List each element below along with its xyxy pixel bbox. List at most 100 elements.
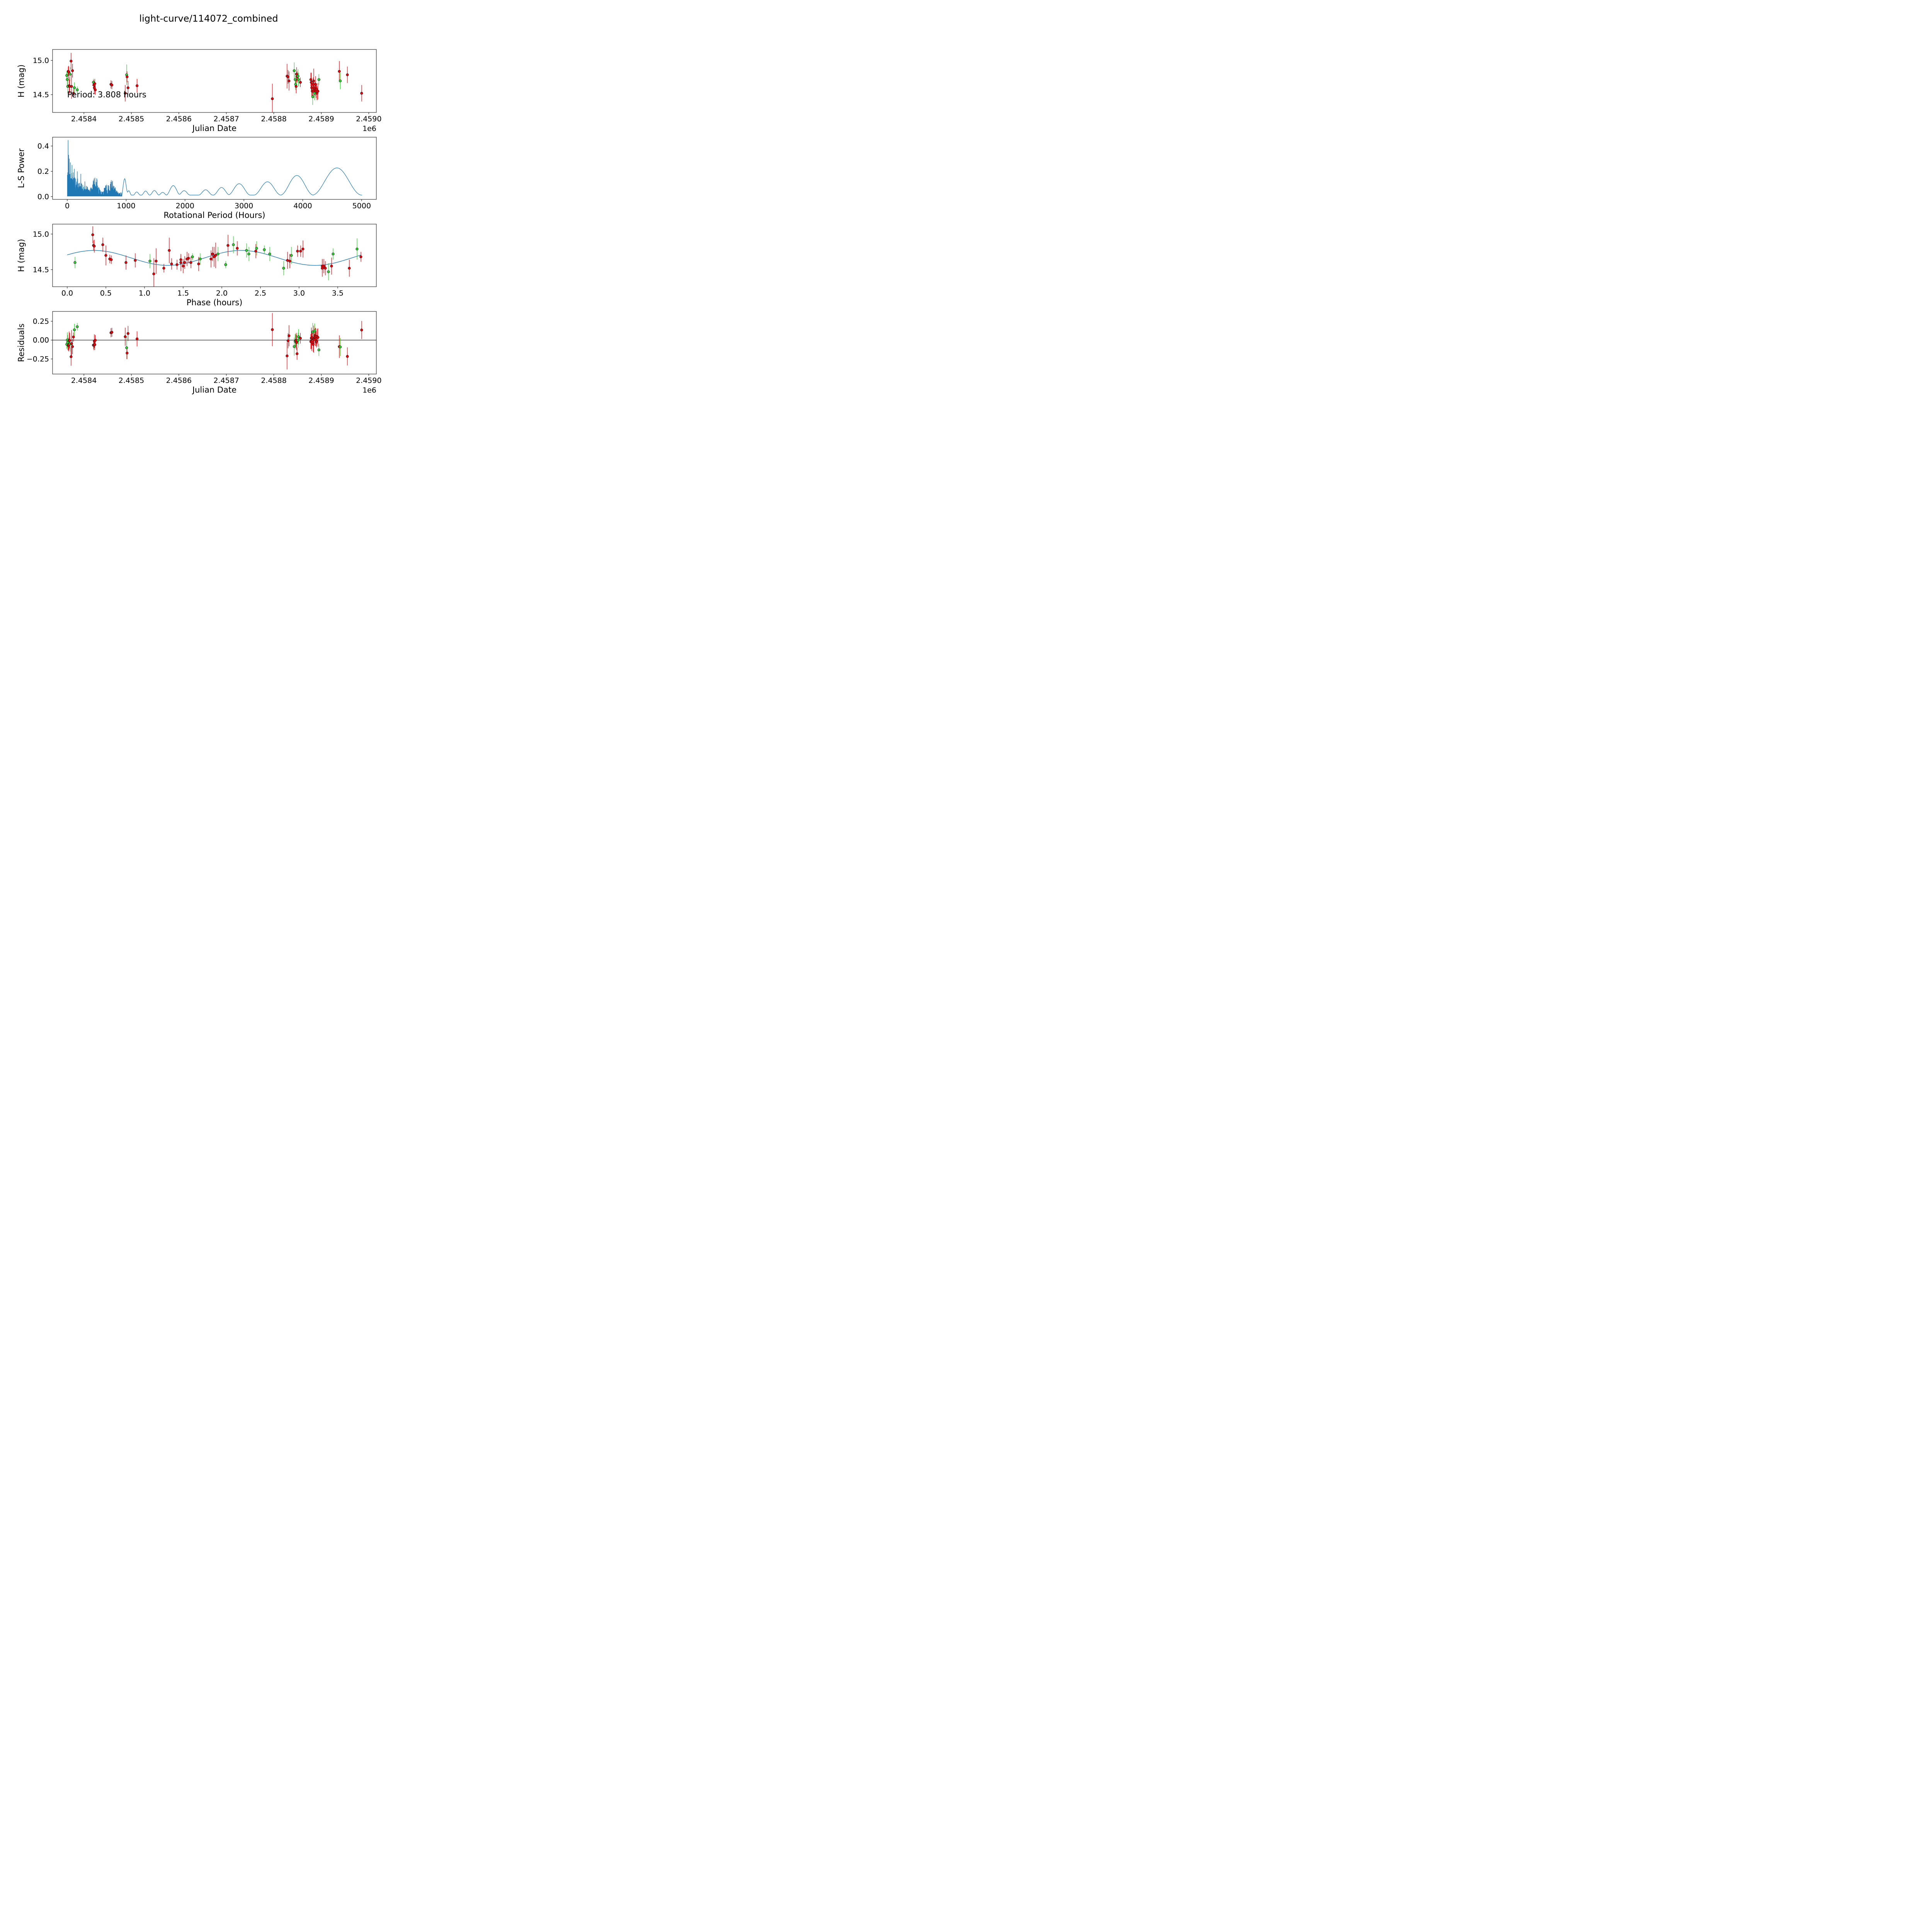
data-point: [73, 86, 76, 89]
x-axis-label: Rotational Period (Hours): [163, 211, 265, 220]
data-point: [214, 254, 217, 257]
data-point: [236, 247, 239, 250]
figure-title: light-curve/114072_combined: [139, 13, 278, 24]
data-point: [296, 250, 299, 253]
data-point: [101, 243, 104, 246]
data-point: [94, 338, 97, 342]
data-point: [295, 341, 298, 344]
x-tick-label: 2.4585: [119, 115, 144, 123]
data-point: [170, 262, 173, 265]
y-tick-label: 0.4: [37, 142, 49, 150]
data-point: [296, 352, 299, 355]
data-point: [301, 247, 304, 251]
data-point: [299, 81, 302, 84]
data-point: [359, 255, 362, 259]
data-point: [287, 79, 291, 83]
data-point: [255, 247, 258, 250]
data-point: [348, 267, 351, 270]
data-point: [294, 78, 297, 81]
data-point: [286, 75, 290, 78]
x-tick-label: 2.0: [216, 289, 228, 298]
data-point: [152, 272, 155, 276]
data-point: [339, 79, 342, 83]
x-tick-label: 2.4588: [261, 115, 286, 123]
panel-periodogram: 0 1000 2000 3000 4000 5000 0.0 0.2 0.4 Rotational…: [17, 137, 377, 220]
x-axis-label: Julian Date: [192, 385, 236, 395]
data-point: [346, 73, 349, 77]
x-tick-label: 2.4590: [356, 376, 381, 385]
y-tick-label: 15.0: [33, 230, 49, 238]
data-point: [271, 97, 274, 100]
data-point: [93, 82, 96, 85]
x-tick-label: 2.4589: [308, 115, 334, 123]
data-point: [322, 265, 325, 268]
data-point: [299, 337, 302, 340]
x-tick-label: 1.5: [177, 289, 189, 298]
data-point: [126, 332, 129, 335]
x-tick-label: 2.5: [255, 289, 266, 298]
y-tick-label: −0.25: [27, 355, 49, 363]
data-point: [126, 352, 129, 355]
x-tick-label: 2.4589: [308, 376, 334, 385]
data-point: [296, 339, 299, 342]
data-point: [94, 88, 97, 92]
data-point: [76, 88, 79, 92]
data-point: [315, 340, 318, 343]
data-point: [299, 250, 302, 253]
y-axis-label: H (mag): [17, 65, 26, 98]
data-point: [295, 73, 298, 76]
data-point: [286, 339, 290, 342]
data-point: [286, 354, 289, 357]
data-point: [110, 83, 114, 87]
x-tick-label: 1000: [117, 202, 135, 210]
data-point: [296, 75, 299, 78]
y-tick-label: 0.25: [33, 317, 49, 326]
data-point: [110, 258, 113, 261]
data-point: [290, 254, 293, 257]
data-point: [355, 247, 359, 251]
data-point: [314, 83, 317, 86]
x-offset-label: 1e6: [362, 386, 376, 395]
x-offset-label: 1e6: [362, 124, 376, 133]
data-point: [294, 85, 298, 88]
x-tick-label: 2.4587: [213, 376, 239, 385]
axes-frame: [52, 224, 377, 287]
data-point: [346, 355, 349, 358]
data-point: [297, 78, 300, 81]
data-layer-periodogram: [67, 140, 362, 197]
x-tick-label: 2.4585: [119, 376, 144, 385]
y-tick-label: 0.2: [37, 167, 49, 176]
data-point: [68, 339, 71, 342]
marker-series: [65, 60, 363, 100]
data-point: [360, 328, 363, 332]
data-point: [339, 345, 342, 349]
data-point: [70, 85, 73, 88]
data-point: [126, 86, 129, 89]
data-point: [134, 259, 137, 262]
data-point: [136, 337, 139, 340]
data-point: [125, 346, 128, 349]
data-point: [104, 254, 107, 257]
data-point: [271, 328, 274, 331]
x-tick-label: 4000: [293, 202, 312, 210]
errorbar-series: [75, 226, 361, 287]
data-point: [67, 70, 70, 74]
axes-frame: [52, 137, 377, 200]
x-tick-label: 2000: [176, 202, 194, 210]
data-point: [93, 343, 96, 346]
data-point: [182, 265, 185, 268]
data-point: [317, 348, 320, 352]
y-tick-label: 14.5: [33, 90, 49, 99]
y-axis-label: L-S Power: [17, 148, 26, 188]
data-point: [70, 355, 73, 358]
x-tick-label: 0.0: [61, 289, 73, 298]
data-point: [288, 260, 291, 263]
data-point: [71, 345, 74, 348]
x-tick-label: 3.5: [332, 289, 344, 298]
data-point: [316, 90, 320, 93]
data-point: [70, 60, 73, 63]
data-point: [72, 92, 75, 95]
data-point: [185, 257, 189, 260]
x-tick-label: 2.4584: [71, 376, 97, 385]
data-point: [268, 252, 271, 255]
